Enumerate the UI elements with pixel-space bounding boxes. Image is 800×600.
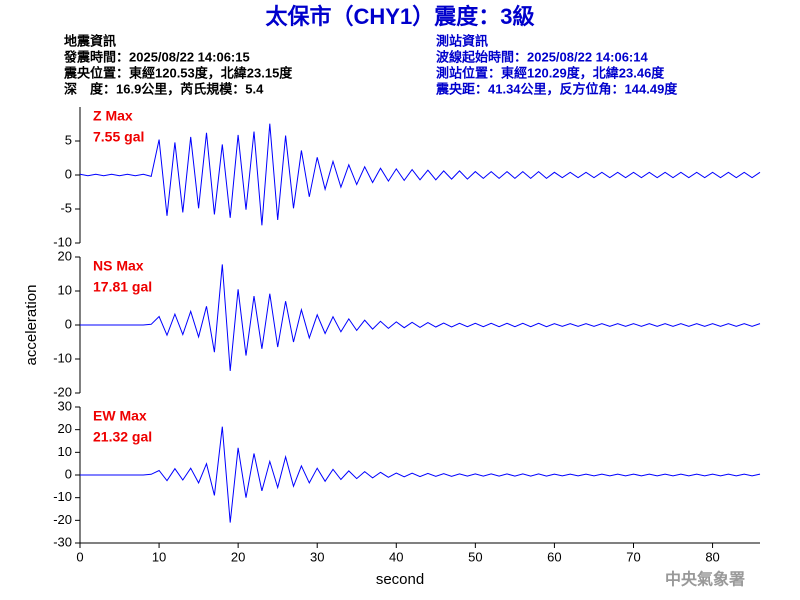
y-tick-label: 0	[65, 466, 72, 481]
info-left: 發震時間：2025/08/22 14:06:15	[63, 49, 250, 64]
y-tick-label: 20	[58, 421, 72, 436]
x-tick-label: 10	[152, 549, 166, 564]
x-tick-label: 30	[310, 549, 324, 564]
y-tick-label: 0	[65, 316, 72, 331]
y-tick-label: -20	[53, 384, 72, 399]
x-tick-label: 70	[626, 549, 640, 564]
x-tick-label: 60	[547, 549, 561, 564]
waveform	[80, 264, 761, 371]
footer: 中央氣象署	[665, 570, 745, 589]
max-label: 21.32 gal	[93, 429, 152, 445]
max-label: 7.55 gal	[93, 129, 144, 145]
x-axis-label: second	[376, 571, 424, 588]
y-tick-label: 10	[58, 444, 72, 459]
title: 太保市（CHY1）震度：3級	[266, 4, 535, 29]
max-label: Z Max	[93, 108, 133, 124]
x-tick-label: 50	[468, 549, 482, 564]
info-left: 震央位置：東經120.53度，北緯23.15度	[63, 65, 293, 80]
waveform	[79, 123, 761, 226]
y-tick-label: -30	[53, 534, 72, 549]
x-tick-label: 0	[76, 549, 83, 564]
y-tick-label: -10	[53, 350, 72, 365]
info-right: 波線起始時間：2025/08/22 14:06:14	[436, 49, 648, 64]
info-right: 測站資訊	[436, 33, 488, 48]
y-tick-label: 20	[58, 248, 72, 263]
y-tick-label: -10	[53, 489, 72, 504]
x-tick-label: 80	[705, 549, 719, 564]
y-tick-label: -20	[53, 512, 72, 527]
y-tick-label: -10	[53, 234, 72, 249]
info-left: 地震資訊	[64, 33, 116, 48]
max-label: 17.81 gal	[93, 279, 152, 295]
y-tick-label: 0	[65, 166, 72, 181]
y-tick-label: 10	[58, 282, 72, 297]
x-tick-label: 20	[231, 549, 245, 564]
max-label: EW Max	[93, 408, 147, 424]
info-right: 震央距：41.34公里，反方位角：144.49度	[435, 81, 678, 96]
y-tick-label: -5	[60, 200, 72, 215]
info-left: 深 度：16.9公里，芮氏規模：5.4	[64, 81, 264, 96]
y-tick-label: 5	[65, 132, 72, 147]
x-tick-label: 40	[389, 549, 403, 564]
waveform	[80, 426, 761, 523]
info-right: 測站位置：東經120.29度，北緯23.46度	[436, 65, 665, 80]
y-axis-label: acceleration	[23, 285, 40, 366]
y-tick-label: 30	[58, 398, 72, 413]
max-label: NS Max	[93, 258, 144, 274]
